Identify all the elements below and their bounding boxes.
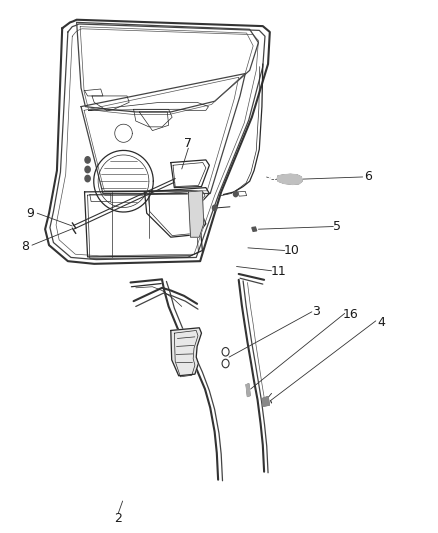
Text: 5: 5 [333,220,341,233]
Text: 8: 8 [21,240,29,253]
Circle shape [85,157,90,163]
Circle shape [233,191,238,197]
Circle shape [212,205,217,211]
Circle shape [85,175,90,182]
Polygon shape [262,397,269,406]
Text: 4: 4 [377,316,385,329]
Polygon shape [252,227,257,231]
Text: 2: 2 [114,512,122,525]
Circle shape [85,166,90,173]
Polygon shape [171,328,201,376]
Text: 10: 10 [283,244,299,257]
Polygon shape [277,174,302,184]
Text: 3: 3 [312,305,320,318]
Text: 7: 7 [184,138,192,150]
Text: 6: 6 [364,171,372,183]
Polygon shape [188,191,204,237]
Text: 9: 9 [27,207,35,220]
Text: 11: 11 [271,265,286,278]
Text: 16: 16 [343,308,358,321]
Polygon shape [246,384,250,397]
